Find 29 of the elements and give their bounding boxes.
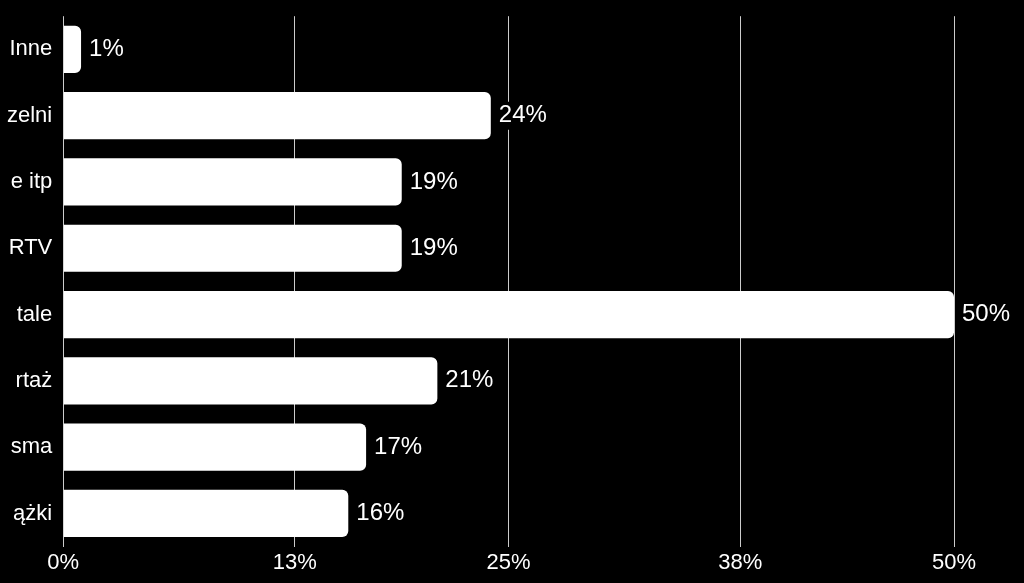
bar (63, 224, 402, 272)
y-tick-label: sma (10, 433, 54, 459)
bar (63, 357, 438, 405)
x-tick-label: 13% (272, 548, 317, 574)
bar (63, 25, 82, 73)
data-label: 16% (356, 498, 405, 526)
data-label: 17% (374, 431, 423, 459)
bar (63, 290, 954, 339)
data-label: 1% (89, 33, 124, 61)
bar (63, 92, 491, 140)
x-tick-label: 0% (47, 548, 80, 574)
y-tick-label: zelni (7, 101, 53, 127)
x-tick-label: 38% (718, 548, 763, 574)
y-tick-label: RTV (8, 234, 53, 260)
x-tick-label: 25% (486, 548, 531, 574)
data-label: 50% (962, 299, 1011, 327)
x-tick-label: 50% (931, 548, 977, 574)
bar (63, 158, 402, 206)
bar (63, 489, 349, 538)
y-tick-label: Inne (9, 35, 53, 61)
data-label: 21% (445, 365, 494, 393)
y-tick-label: rtaż (15, 366, 53, 392)
y-tick-label: e itp (10, 168, 53, 194)
data-label: 19% (409, 232, 458, 260)
bar (63, 423, 367, 471)
data-label: 19% (409, 166, 458, 194)
y-tick-label: tale (16, 300, 53, 326)
data-label: 24% (498, 100, 547, 128)
y-tick-label: ążki (13, 499, 53, 525)
